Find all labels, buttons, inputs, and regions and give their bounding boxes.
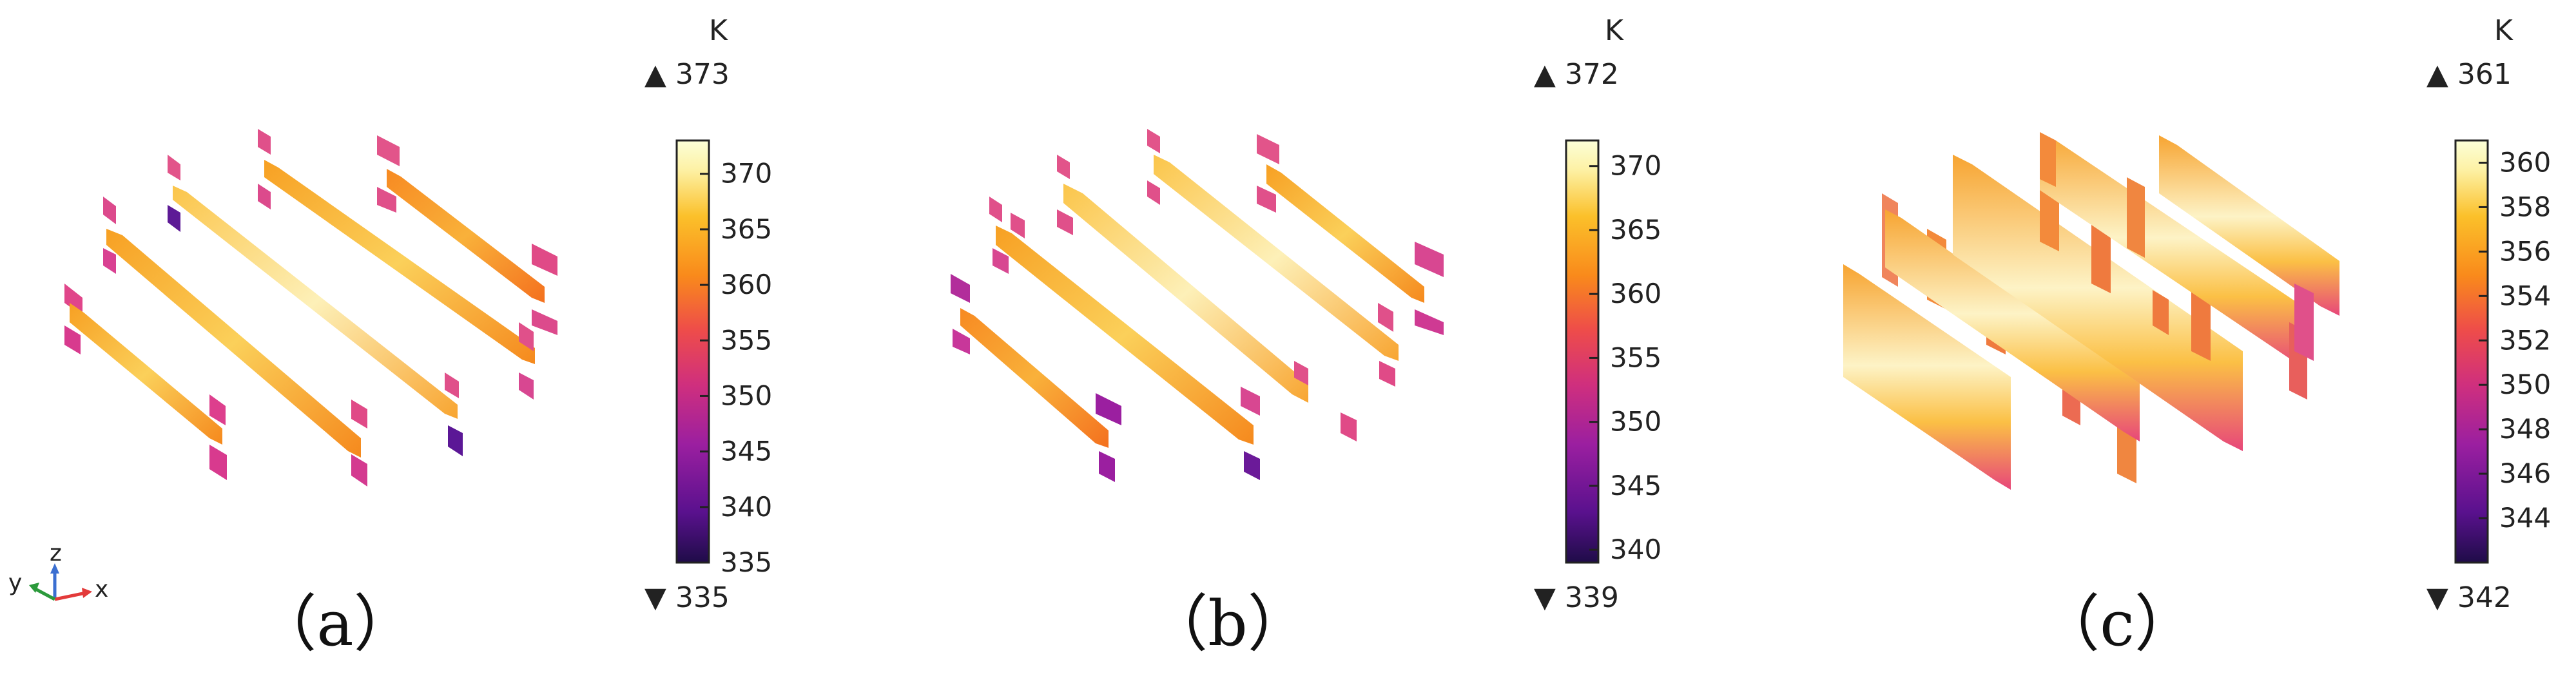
colorbar-tick-label: 340 bbox=[1610, 534, 1661, 565]
colorbar-tick-label: 365 bbox=[1610, 214, 1661, 246]
colorbar-tick-label: 350 bbox=[1610, 406, 1661, 438]
z-axis-label: z bbox=[50, 540, 62, 566]
panel-b-heat-plot bbox=[951, 129, 1444, 482]
min-value-label: ▼ 339 bbox=[1534, 581, 1619, 614]
max-value-label: ▲ 372 bbox=[1534, 58, 1619, 91]
colorbar-tick-label: 345 bbox=[1610, 470, 1661, 501]
heat-strip bbox=[2127, 135, 2339, 361]
colorbar-tick-label: 352 bbox=[2499, 324, 2551, 356]
heat-strip bbox=[168, 155, 463, 456]
heat-strip bbox=[1953, 155, 2243, 451]
caption-panel-a: （a） bbox=[255, 588, 416, 660]
unit-label: K bbox=[1605, 14, 1624, 47]
colorbar-tick-label: 360 bbox=[2499, 146, 2551, 178]
colorbar-tick-label: 356 bbox=[2499, 235, 2551, 267]
colorbar-tick-label: 354 bbox=[2499, 280, 2551, 311]
colorbar-gradient bbox=[2454, 139, 2489, 564]
colorbar-tick-label: 355 bbox=[1610, 342, 1661, 373]
colorbar-tick-label: 358 bbox=[2499, 191, 2551, 222]
heat-strip bbox=[64, 284, 227, 480]
heat-strip bbox=[103, 197, 367, 487]
colorbar-panel-b: K ▲ 372 ▼ 339 340 345 350 355 360 365 370 bbox=[1534, 14, 1661, 614]
colorbar-tick-label: 370 bbox=[1610, 150, 1661, 182]
axis-triad: z x y bbox=[8, 540, 108, 603]
colorbar-gradient bbox=[1565, 139, 1600, 564]
heat-strip bbox=[1885, 209, 2140, 441]
colorbar-tick-label: 344 bbox=[2499, 502, 2551, 534]
colorbar-tick-label: 360 bbox=[721, 269, 772, 300]
colorbar-tick-label: 345 bbox=[721, 436, 772, 467]
heat-strip bbox=[2040, 132, 2307, 400]
min-value-label: ▼ 335 bbox=[644, 581, 730, 614]
colorbar-tick-label: 350 bbox=[2499, 369, 2551, 400]
heat-strip bbox=[1057, 155, 1357, 441]
caption-panel-c: （c） bbox=[2038, 588, 2196, 660]
max-value-label: ▲ 361 bbox=[2426, 58, 2512, 91]
colorbar-tick-label: 346 bbox=[2499, 458, 2551, 489]
colorbar-panel-c: K ▲ 361 ▼ 342 344 346 348 350 352 354 356 358 360 bbox=[2426, 14, 2551, 614]
heat-strip bbox=[258, 129, 535, 400]
colorbar-tick-label: 348 bbox=[2499, 413, 2551, 445]
heat-strip bbox=[1257, 134, 1444, 335]
unit-label: K bbox=[2494, 14, 2513, 47]
y-axis-label: y bbox=[8, 570, 22, 596]
min-value-label: ▼ 342 bbox=[2426, 581, 2512, 614]
heat-strip bbox=[951, 274, 1121, 482]
caption-panel-b: （b） bbox=[1146, 588, 1310, 660]
x-axis-arrow bbox=[54, 591, 86, 601]
unit-label: K bbox=[709, 14, 728, 47]
heat-strip bbox=[989, 197, 1260, 480]
panel-c-heat-plot bbox=[1843, 132, 2339, 490]
colorbar-tick-label: 365 bbox=[721, 213, 772, 245]
colorbar-tick-label: 355 bbox=[721, 324, 772, 356]
x-axis-label: x bbox=[95, 576, 108, 603]
y-axis-arrow bbox=[34, 587, 56, 601]
colorbar-tick-label: 340 bbox=[721, 491, 772, 523]
colorbar-tick-label: 335 bbox=[721, 546, 772, 578]
colorbar-tick-label: 370 bbox=[721, 158, 772, 189]
colorbar-tick-label: 350 bbox=[721, 380, 772, 411]
colorbar-tick-label: 360 bbox=[1610, 278, 1661, 309]
heat-strip bbox=[1147, 129, 1399, 387]
panel-a-heat-plot bbox=[64, 129, 557, 487]
colorbar-gradient bbox=[675, 139, 710, 564]
max-value-label: ▲ 373 bbox=[644, 58, 730, 91]
heat-strip bbox=[377, 135, 557, 335]
